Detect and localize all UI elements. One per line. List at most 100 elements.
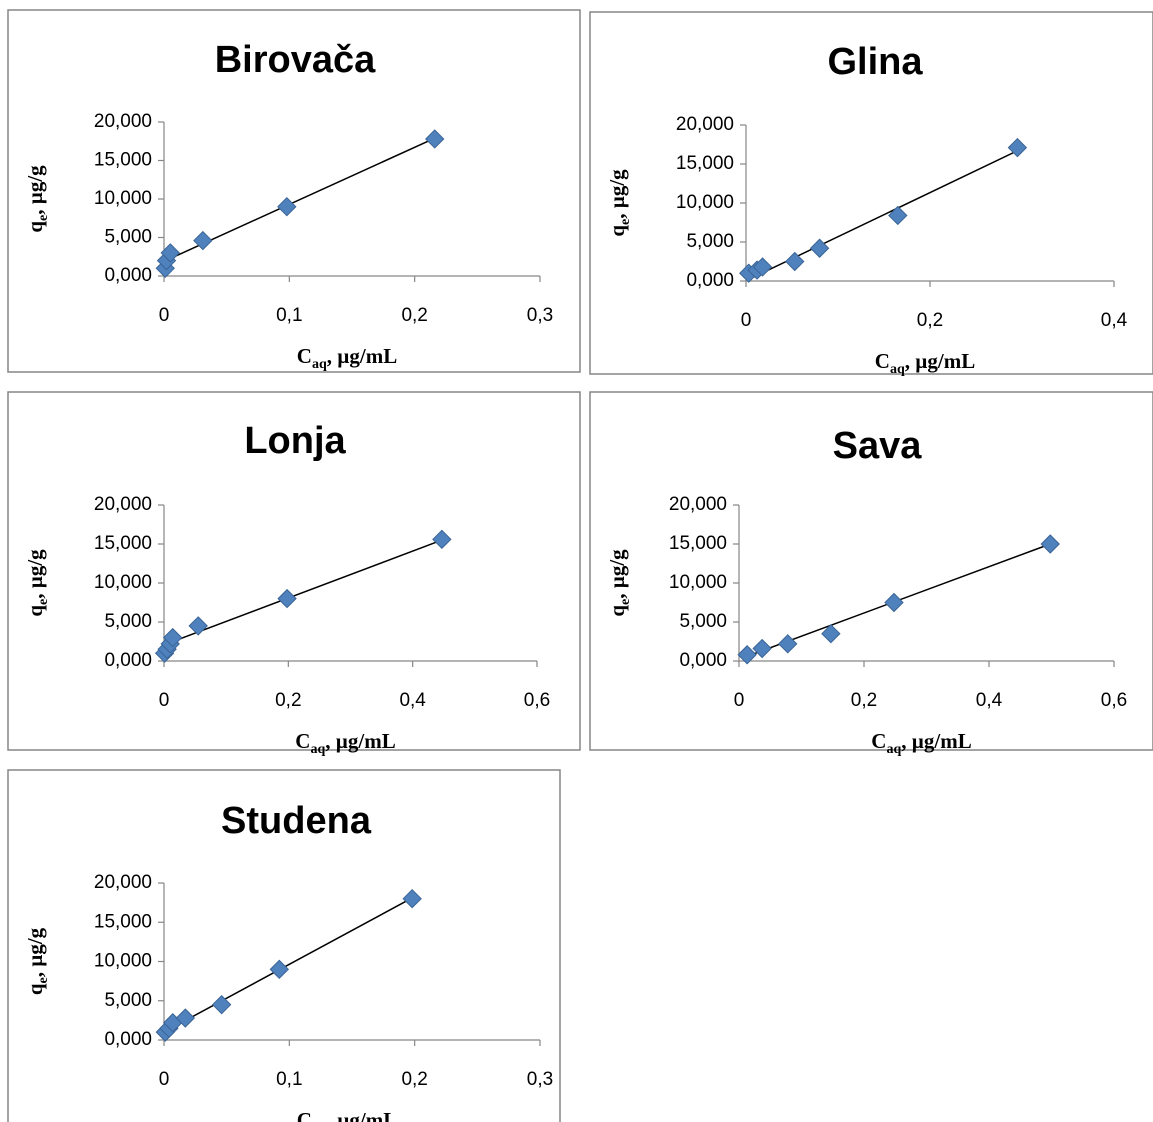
- y-label-sub: e: [618, 219, 633, 225]
- panel-border: [589, 391, 1153, 751]
- chart-panel: Studena 0,000 5,000 10,000 15,000 20,000 0 0,1 0…: [7, 769, 561, 1122]
- x-tick-label: 0,2: [917, 310, 943, 331]
- y-tick-label: 20,000: [676, 114, 734, 135]
- chart-panel: Sava 0,000 5,000 10,000 15,000 20,000 0 0,2 0,4 0…: [589, 391, 1153, 757]
- y-tick-label: 0,000: [104, 265, 152, 286]
- data-point: [785, 251, 805, 272]
- y-label-rest: , µg/g: [23, 549, 47, 599]
- data-point: [269, 959, 290, 980]
- x-label-main: C: [297, 344, 312, 368]
- chart-panel: Lonja 0,000 5,000 10,000 15,000 20,000 0 0,2 0,4…: [7, 391, 581, 757]
- panel-border: [7, 391, 581, 751]
- y-tick-label: 15,000: [669, 533, 727, 554]
- y-tick-label: 15,000: [676, 153, 734, 174]
- x-tick-label: 0,2: [401, 1069, 427, 1090]
- chart-title: Birovača: [215, 39, 376, 81]
- x-axis-label: Caq, µg/mL: [295, 729, 395, 757]
- y-tick-label: 5,000: [104, 227, 152, 248]
- y-tick-label: 10,000: [94, 188, 152, 209]
- y-label-sub: e: [36, 599, 51, 605]
- y-axis-label: qe, µg/g: [23, 927, 51, 995]
- data-point: [809, 238, 830, 258]
- x-tick-label: 0,1: [276, 305, 302, 326]
- chart-panel: Birovača 0,000 5,000 10,000 15,000 20,000 0 0,1…: [7, 9, 581, 373]
- x-label-main: C: [297, 1108, 312, 1122]
- data-point: [737, 645, 757, 665]
- y-tick-label: 15,000: [94, 533, 152, 554]
- y-tick-label: 0,000: [686, 270, 734, 291]
- y-label-rest: , µg/g: [23, 927, 47, 977]
- data-point: [211, 994, 232, 1015]
- y-tick-label: 15,000: [94, 150, 152, 171]
- x-tick-label: 0: [159, 690, 170, 711]
- y-axis-label: qe, µg/g: [605, 549, 633, 617]
- y-tick-label: 5,000: [686, 231, 734, 252]
- x-label-sub: aq: [310, 742, 325, 757]
- y-tick-label: 10,000: [669, 572, 727, 593]
- x-label-rest: , µg/mL: [325, 729, 395, 753]
- data-point: [778, 634, 798, 654]
- panel-border: [7, 9, 581, 373]
- x-tick-label: 0: [159, 1069, 170, 1090]
- data-point: [175, 1008, 196, 1028]
- y-tick-label: 0,000: [679, 650, 727, 671]
- chart-title: Lonja: [244, 420, 346, 462]
- x-axis-label: Caq, µg/mL: [297, 1108, 397, 1122]
- x-tick-label: 0: [734, 690, 745, 711]
- y-axis-label: qe, µg/g: [23, 549, 51, 617]
- x-label-rest: , µg/mL: [327, 344, 397, 368]
- panel-border: [7, 769, 561, 1122]
- y-label-sub: e: [618, 599, 633, 605]
- data-point: [888, 205, 908, 226]
- y-tick-label: 10,000: [94, 572, 152, 593]
- y-tick-label: 10,000: [94, 951, 152, 972]
- x-tick-label: 0,6: [1101, 690, 1127, 711]
- x-label-rest: , µg/mL: [905, 349, 975, 373]
- y-label-main: q: [605, 605, 629, 617]
- x-tick-label: 0,2: [401, 305, 427, 326]
- chart-title: Glina: [827, 41, 923, 83]
- y-tick-label: 0,000: [104, 650, 152, 671]
- y-tick-label: 10,000: [676, 192, 734, 213]
- x-label-main: C: [871, 729, 886, 753]
- x-tick-label: 0,1: [276, 1069, 302, 1090]
- data-point: [1007, 137, 1028, 158]
- y-label-rest: , µg/g: [23, 165, 47, 215]
- x-tick-label: 0,2: [851, 690, 877, 711]
- data-point: [193, 230, 213, 251]
- y-tick-label: 15,000: [94, 911, 152, 932]
- data-point: [752, 257, 773, 277]
- x-tick-label: 0,2: [275, 690, 301, 711]
- y-tick-label: 5,000: [679, 611, 727, 632]
- trendline: [164, 897, 413, 1033]
- data-point: [752, 638, 772, 659]
- x-label-rest: , µg/mL: [901, 729, 971, 753]
- x-axis-label: Caq, µg/mL: [297, 344, 397, 372]
- trendline: [164, 539, 443, 646]
- y-label-sub: e: [36, 977, 51, 983]
- y-axis-label: qe, µg/g: [605, 169, 633, 237]
- data-point: [402, 888, 422, 909]
- x-tick-label: 0,3: [527, 1069, 553, 1090]
- data-point: [162, 627, 183, 648]
- y-tick-label: 20,000: [669, 494, 727, 515]
- data-point: [1040, 534, 1060, 554]
- x-label-rest: , µg/mL: [327, 1108, 397, 1122]
- y-label-main: q: [23, 605, 47, 617]
- x-axis-label: Caq, µg/mL: [875, 349, 975, 377]
- data-point: [432, 529, 452, 550]
- x-label-sub: aq: [312, 357, 327, 372]
- y-tick-label: 20,000: [94, 872, 152, 893]
- y-label-rest: , µg/g: [605, 169, 629, 219]
- y-tick-label: 20,000: [94, 111, 152, 132]
- data-point: [884, 592, 904, 613]
- y-axis-label: qe, µg/g: [23, 165, 51, 233]
- x-label-main: C: [875, 349, 890, 373]
- x-tick-label: 0: [741, 310, 752, 331]
- data-point: [160, 243, 180, 263]
- x-tick-label: 0,4: [399, 690, 426, 711]
- x-tick-label: 0,4: [976, 690, 1003, 711]
- x-tick-label: 0: [159, 305, 170, 326]
- x-tick-label: 0,4: [1101, 310, 1128, 331]
